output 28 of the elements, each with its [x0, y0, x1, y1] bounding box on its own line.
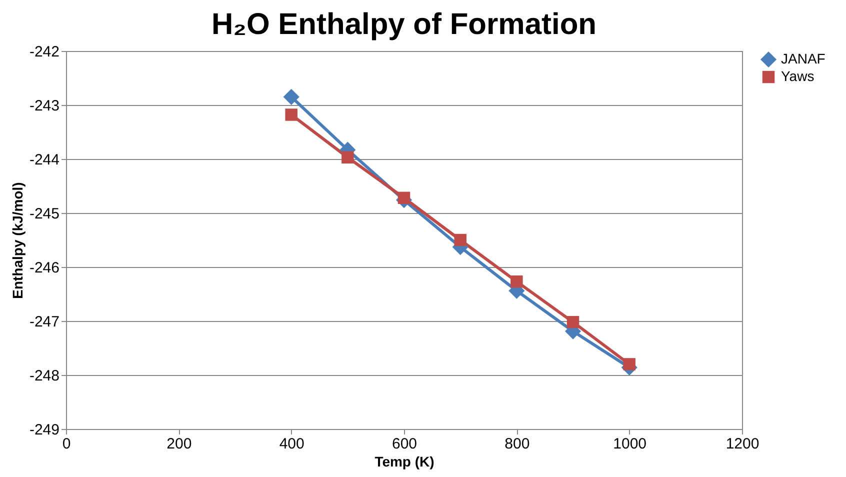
x-tick-label: 400 [279, 436, 304, 452]
point [510, 275, 523, 288]
x-tick-label: 1200 [726, 436, 760, 452]
point [454, 234, 466, 246]
x-tick-label: 800 [504, 436, 530, 452]
y-tick-label: -247 [29, 314, 60, 330]
point [566, 316, 580, 328]
x-tick-label: 0 [62, 436, 71, 452]
x-tick-label: 600 [392, 436, 418, 452]
legend-label: Yaws [781, 68, 814, 84]
x-tick-label: 200 [166, 436, 192, 452]
point [285, 108, 298, 121]
y-tick-label: -248 [29, 368, 60, 384]
point [398, 192, 410, 204]
x-tick-label: 1000 [613, 436, 647, 452]
y-axis-title: Enthalpy (kJ/mol) [9, 182, 26, 299]
point [623, 358, 636, 370]
y-tick-label: -244 [29, 152, 60, 168]
point [342, 151, 354, 164]
y-tick-label: -246 [29, 260, 60, 276]
y-tick-label: -245 [29, 206, 60, 222]
y-tick-label: -242 [29, 44, 60, 60]
point [283, 88, 300, 105]
legend-label: JANAF [781, 50, 826, 66]
chart-title: H₂O Enthalpy of Formation [212, 8, 596, 41]
y-tick-label: -249 [29, 422, 60, 438]
x-axis-title: Temp (K) [374, 454, 434, 470]
y-tick-label: -243 [29, 98, 60, 114]
